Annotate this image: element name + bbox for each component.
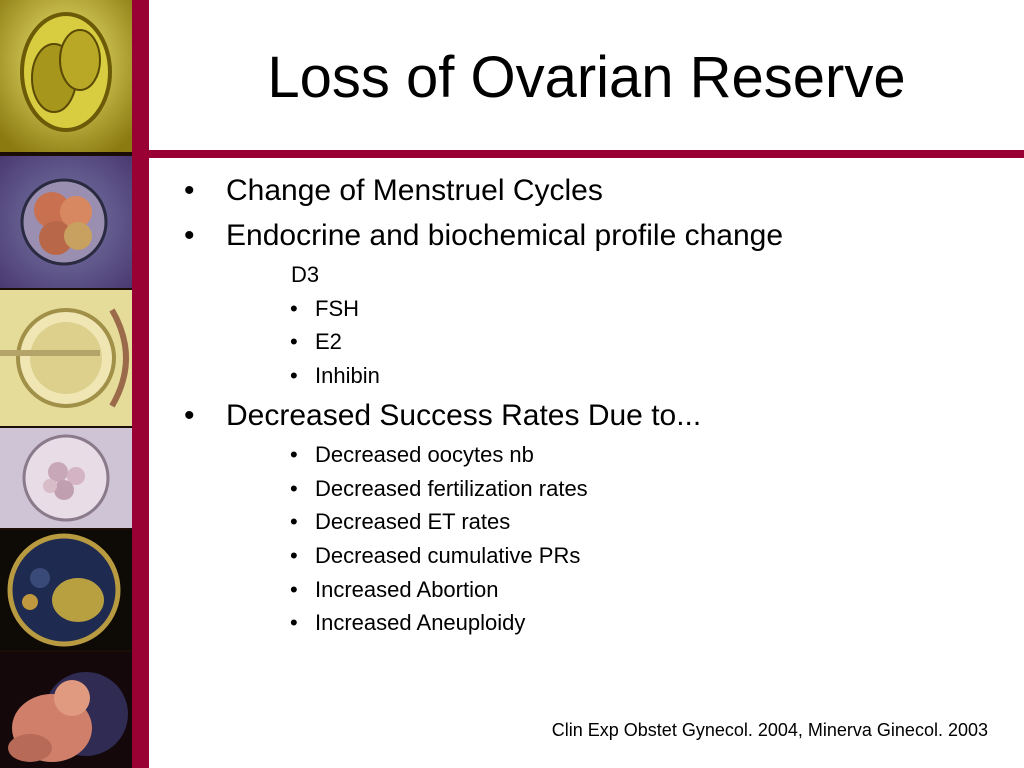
sub-bullet-text: Inhibin [315,363,380,389]
bullet-endocrine-profile: • Endocrine and biochemical profile chan… [184,213,1004,258]
sub-bullet-oocytes: • Decreased oocytes nb [184,438,1004,472]
sub-heading-text: D3 [291,262,320,287]
bullet-dot: • [290,329,298,355]
bullet-dot: • [290,475,298,501]
fetus-icon [0,652,132,768]
sub-bullet-et-rates: • Decreased ET rates [184,505,1004,539]
bullet-dot: • [290,295,298,321]
slide-title: Loss of Ovarian Reserve [267,45,906,110]
bullet-dot: • [290,610,298,636]
bullet-success-rates: • Decreased Success Rates Due to... [184,393,1004,438]
sub-bullet-cumulative-prs: • Decreased cumulative PRs [184,539,1004,573]
accent-band-vertical [132,0,149,768]
sub-bullet-fsh: • FSH [184,292,1004,326]
sub-bullet-text: Decreased ET rates [315,509,511,535]
sub-bullet-text: FSH [315,295,359,321]
bullet-dot: • [290,576,298,602]
bullet-text: Endocrine and biochemical profile change [226,219,784,252]
sub-heading-d3: D3 [184,258,1004,292]
bullet-dot: • [290,542,298,568]
bullet-dot: • [184,219,195,252]
bullet-text: Change of Menstruel Cycles [226,174,603,207]
embryo-filmstrip [0,0,132,768]
sub-bullet-aneuploidy: • Increased Aneuploidy [184,606,1004,640]
sub-bullet-text: E2 [315,329,342,355]
morula-icon [0,428,132,528]
bullet-dot: • [184,174,195,207]
sub-bullet-text: Increased Aneuploidy [315,610,526,636]
blastocyst-icon [0,530,132,650]
sub-bullet-abortion: • Increased Abortion [184,573,1004,607]
slide-content: • Change of Menstruel Cycles • Endocrine… [184,168,1004,640]
citation: Clin Exp Obstet Gynecol. 2004, Minerva G… [551,720,988,740]
four-cell-embryo-icon [0,156,132,288]
sub-bullet-inhibin: • Inhibin [184,359,1004,393]
two-cell-embryo-icon [0,0,132,152]
bullet-dot: • [290,509,298,535]
bullet-dot: • [290,363,298,389]
sub-bullet-text: Decreased oocytes nb [315,441,534,467]
bullet-text: Decreased Success Rates Due to... [226,398,702,432]
sub-bullet-text: Decreased fertilization rates [315,475,588,501]
sub-bullet-text: Increased Abortion [315,576,499,602]
sub-bullet-text: Decreased cumulative PRs [315,542,581,568]
accent-band-horizontal [132,150,1024,158]
bullet-dot: • [290,441,298,467]
oocyte-injection-icon [0,290,132,426]
bullet-dot: • [184,398,195,432]
sub-bullet-e2: • E2 [184,325,1004,359]
sub-bullet-fertilization: • Decreased fertilization rates [184,472,1004,506]
bullet-menstrual-cycles: • Change of Menstruel Cycles [184,168,1004,213]
